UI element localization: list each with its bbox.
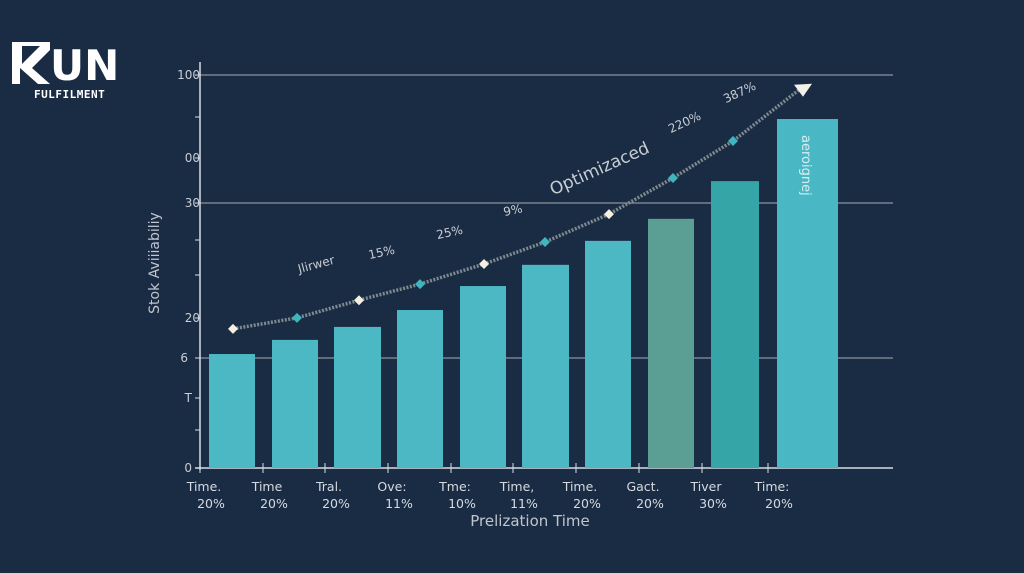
bar — [522, 264, 569, 468]
logo: UN — [10, 38, 142, 92]
trend-line — [232, 85, 805, 331]
x-category-label: Tiver — [690, 479, 722, 494]
logo-mark: UN — [12, 41, 119, 90]
bar — [648, 218, 694, 468]
y-tick-label: 00 — [184, 151, 200, 165]
y-tick-label: 20 — [184, 311, 200, 325]
trend-point — [604, 209, 614, 220]
x-axis-title: Prelization Time — [470, 512, 590, 530]
trend-point — [479, 259, 489, 270]
x-tick-label: Tme: 10% — [425, 478, 485, 512]
x-category-sublabel: 20% — [197, 496, 225, 511]
x-tick-label: Time. 20% — [174, 478, 234, 512]
x-category-sublabel: 20% — [765, 496, 793, 511]
logo-subtitle: FULFILMENT — [34, 88, 106, 101]
y-tick-label: 6 — [180, 351, 188, 365]
x-category-sublabel: 20% — [322, 496, 350, 511]
trend-point — [415, 279, 425, 290]
x-tick-label: Tral. 20% — [299, 478, 359, 512]
y-tick-label: T — [184, 391, 192, 405]
trend-point — [292, 312, 302, 323]
x-tick-label: Time 20% — [237, 478, 297, 512]
bar — [777, 119, 838, 469]
y-tick-label: 30 — [184, 196, 200, 210]
logo-text: UN — [50, 41, 119, 88]
x-category-label: Tral. — [315, 479, 343, 494]
y-tick-label: 100 — [177, 68, 200, 82]
x-tick-label: Time, 11% — [487, 478, 547, 512]
y-axis-title: Stok Aviiiabiliy — [147, 212, 163, 314]
trend-point — [728, 136, 738, 147]
x-category-label: Tme: — [439, 479, 471, 494]
bar — [460, 286, 506, 468]
trend-point — [354, 295, 364, 306]
x-tick-label: Ove: 11% — [362, 478, 422, 512]
x-tick-label: Gact. 20% — [613, 478, 673, 512]
trend-arrow-head — [794, 83, 812, 97]
x-category-sublabel: 11% — [385, 496, 413, 511]
x-category-label: Time: — [754, 479, 790, 494]
x-category-sublabel: 20% — [260, 496, 288, 511]
trend-point — [668, 172, 678, 183]
x-category-label: Gact. — [626, 479, 660, 494]
bar — [711, 181, 759, 469]
bar — [272, 339, 318, 468]
x-category-sublabel: 20% — [573, 496, 601, 511]
bar — [334, 326, 381, 468]
y-tick-label: 0 — [184, 461, 192, 475]
bar — [585, 240, 631, 468]
x-category-label: Time. — [562, 479, 598, 494]
bar — [397, 310, 443, 468]
bar — [209, 354, 255, 468]
x-category-sublabel: 30% — [699, 496, 727, 511]
bar-inner-label: aeroignej — [798, 135, 813, 196]
x-category-sublabel: 11% — [510, 496, 538, 511]
trend-point — [540, 237, 550, 248]
x-category-label: Ove: — [377, 479, 407, 494]
x-category-label: Time. — [186, 479, 222, 494]
x-category-label: Time — [251, 479, 283, 494]
trend-point — [228, 323, 238, 334]
x-tick-label: Time: 20% — [742, 478, 802, 512]
x-tick-label: Time. 20% — [550, 478, 610, 512]
x-category-sublabel: 20% — [636, 496, 664, 511]
x-category-label: Time, — [499, 479, 535, 494]
x-category-sublabel: 10% — [448, 496, 476, 511]
x-tick-label: Tiver 30% — [676, 478, 736, 512]
